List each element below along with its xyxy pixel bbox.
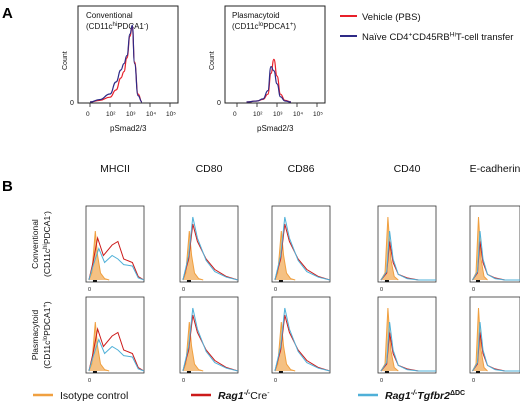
column-header-cd40: CD40 [394,163,421,175]
x-tick-label: 10⁵ [166,111,176,118]
row-label-1: Plasmacytoid (CD11cloPDCA1+) [30,301,52,369]
panel-a-left-title-line2: (CD11chiPDCA1-) [86,22,149,31]
row-label-line1: Conventional [30,219,40,269]
column-header-mhcii: MHCII [100,163,130,175]
x-tick-label: 10⁴ [293,111,303,118]
panel-a-label: A [2,5,13,22]
histogram-series-transfer [89,24,143,103]
column-header-cd80: CD80 [196,163,223,175]
histogram-curve [472,307,488,372]
panel-a-left-ylabel: Count [62,51,69,70]
histogram-curve [88,338,145,372]
histogram-mhcii-row0: 0 [85,205,145,293]
histogram-curve [88,236,145,281]
panel-a-left-curves [89,24,143,103]
panel-b-row-labels: Conventional (CD11chiPDCA1-)Plasmacytoid(… [30,211,52,369]
x-tick-label: 0 [233,111,237,118]
svg-text:0: 0 [472,378,475,384]
x-tick-label: 10⁴ [146,111,156,118]
svg-text:0: 0 [88,378,91,384]
panel-a-legend: Vehicle (PBS) Naïve CD4+CD45RBHiT-cell t… [340,12,513,43]
svg-text:0: 0 [472,287,475,293]
svg-text:0: 0 [274,378,277,384]
histogram-curve [88,327,145,372]
histogram-cd80-row0: 0 [179,205,239,293]
panel-a-left-title-line1: Conventional [86,11,133,20]
histogram-curve [182,230,204,281]
x-tick-label: 10³ [126,111,136,118]
histogram-curve [472,216,488,281]
histogram-curve [88,230,110,281]
panel-b-legend: Isotype control Rag1-/-Cre- Rag1-/-Tgfbr… [33,390,465,402]
svg-text:0: 0 [182,287,185,293]
panel-a-left-y-zero: 0 [70,100,74,107]
histogram-cd40-row1: 0 [377,296,437,384]
panel-a-right-curves [246,58,292,103]
row-label-0: Conventional (CD11chiPDCA1-) [30,211,52,277]
panel-a-right-plot: Plasmacytoid (CD11cloPDCA1+) Count 0 0 10… [209,5,326,133]
histogram-cd40-row0: 0 [377,205,437,293]
histogram-curve [380,230,436,281]
svg-text:0: 0 [380,378,383,384]
legend-transfer-label: Naïve CD4+CD45RBHiT-cell transfer [362,32,513,44]
column-header-cd86: CD86 [288,163,315,175]
histogram-curve [472,230,520,281]
histogram-curve [380,321,436,372]
column-header-e-cadherin: E-cadherin [470,163,520,175]
histogram-curve [182,321,204,372]
row-label-line1: Plasmacytoid [30,309,40,360]
panel-a-left-x-ticks: 0 10² 10³ 10⁴ 10⁵ [86,103,176,118]
legend-tgf-label: Rag1-/-Tgfbr2ΔDC [385,390,465,402]
histogram-cd80-row1: 0 [179,296,239,384]
histogram-e-cadherin-row1: 0 [469,296,520,384]
panel-a-right-title-line1: Plasmacytoid [232,11,280,20]
x-tick-label: 10³ [273,111,283,118]
legend-vehicle-label: Vehicle (PBS) [362,12,421,23]
legend-cre-label: Rag1-/-Cre- [218,390,270,402]
panel-a-right-ylabel: Count [209,51,216,70]
histogram-curve [274,307,331,372]
svg-text:0: 0 [274,287,277,293]
histogram-curve [274,216,331,281]
svg-text:0: 0 [182,378,185,384]
legend-isotype-label: Isotype control [60,390,128,402]
histogram-curve [472,321,520,372]
x-tick-label: 10² [253,111,263,118]
svg-text:0: 0 [88,287,91,293]
histogram-curve [88,321,110,372]
row-label-line2: (CD11cloPDCA1+) [42,301,52,369]
panel-a-left-plot: Conventional (CD11chiPDCA1-) Count 0 0 10… [62,5,179,133]
histogram-curve [88,247,145,281]
histogram-cd86-row0: 0 [271,205,331,293]
histogram-series-transfer [246,65,292,103]
histogram-e-cadherin-row0: 0 [469,205,520,293]
histogram-curve [380,307,399,372]
svg-text:0: 0 [380,287,383,293]
histogram-curve [380,216,399,281]
panel-b-label: B [2,178,13,195]
x-tick-label: 0 [86,111,90,118]
histogram-cd86-row1: 0 [271,296,331,384]
panel-a-left-xlabel: pSmad2/3 [110,124,147,133]
panel-b-histogram-grid: 0 0 0 0 0 0 0 0 0 0 [85,205,520,384]
histogram-mhcii-row1: 0 [85,296,145,384]
histogram-curve [274,230,296,281]
histogram-series-vehicle [89,25,143,103]
histogram-curve [182,216,239,281]
x-tick-label: 10⁵ [313,111,323,118]
panel-a-right-y-zero: 0 [217,100,221,107]
panel-a-right-xlabel: pSmad2/3 [257,124,294,133]
histogram-curve [182,307,239,372]
panel-a-right-title-line2: (CD11cloPDCA1+) [232,22,296,31]
x-tick-label: 10² [106,111,116,118]
histogram-curve [274,321,296,372]
row-label-line2: (CD11chiPDCA1-) [42,211,52,277]
panel-a-right-x-ticks: 0 10² 10³ 10⁴ 10⁵ [233,103,323,118]
panel-b-column-headers: MHCII CD80 CD86 CD40 E-cadherin [100,163,520,175]
